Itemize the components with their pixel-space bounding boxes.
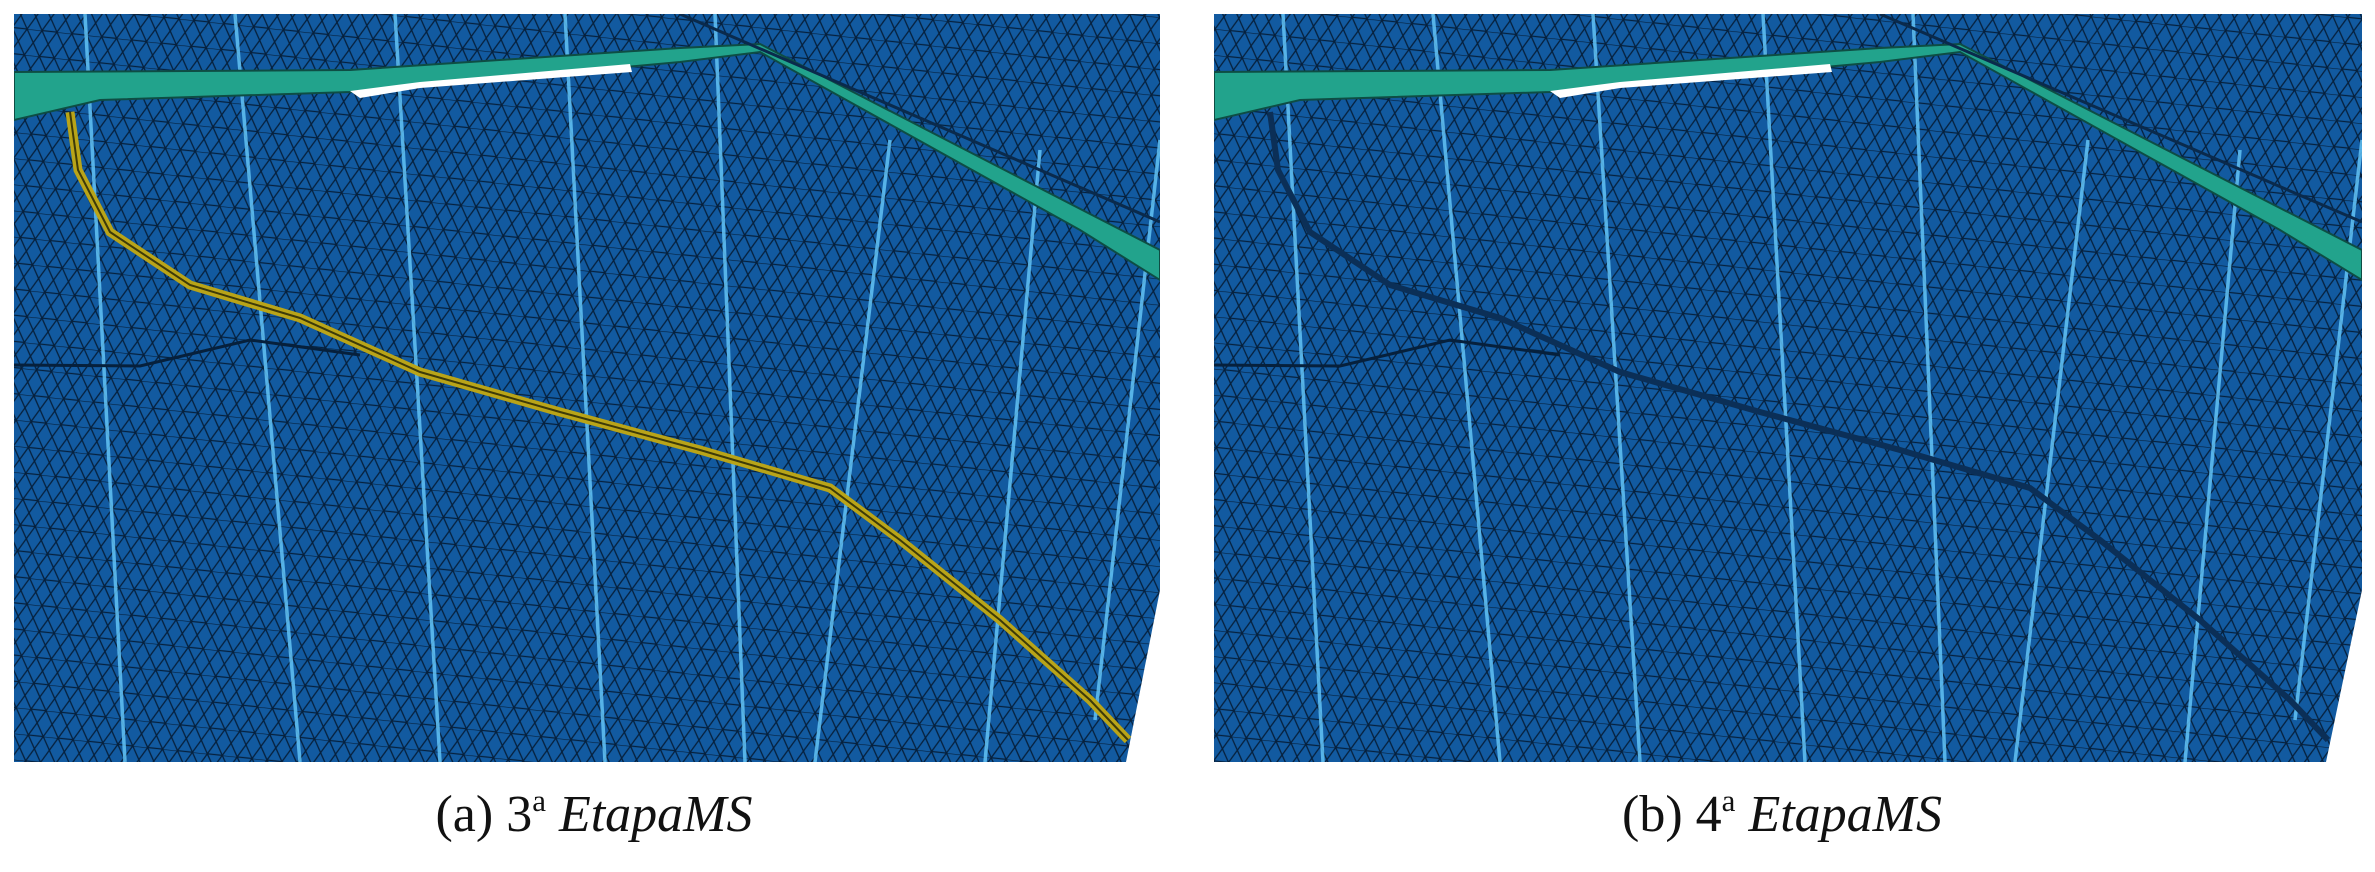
stripe-lines [83,14,1160,762]
stage-name: EtapaMS [1748,786,1942,843]
caption-a: (a) 3a EtapaMS [0,785,1188,841]
void-gap [1550,64,1832,98]
block-edge [679,14,1160,224]
stripe-lines [1281,14,2362,762]
mesh-view-b [1214,14,2362,762]
figure-panel-a: (a) 3a EtapaMS [0,14,1188,841]
mesh-surface [14,14,1160,762]
fault-band [1214,42,2362,282]
caption-label: (a) [435,786,494,843]
stage-name: EtapaMS [558,786,753,843]
fault-band [14,42,1160,282]
stage-number: 4 [1695,786,1722,843]
caption-b: (b) 4a EtapaMS [1188,785,2375,841]
caption-label: (b) [1622,786,1683,843]
void-gap [350,64,632,98]
mesh-surface [1214,14,2362,762]
crack-line [14,338,361,368]
stage-number: 3 [506,786,533,843]
mesh-view-a [14,14,1160,762]
crack-line [1214,338,1561,368]
ordinal-mark: a [1721,783,1736,818]
block-edge [1879,14,2362,224]
fracture-seam [1267,111,2331,743]
ordinal-mark: a [532,783,546,818]
figure-panel-b: (b) 4a EtapaMS [1188,0,2375,872]
